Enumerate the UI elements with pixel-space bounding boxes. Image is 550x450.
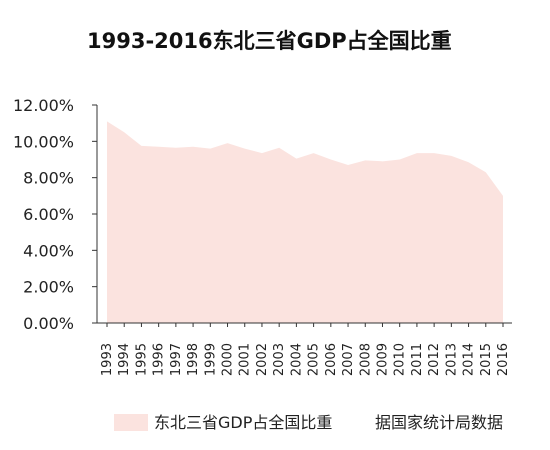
y-tick-label: 6.00% (23, 205, 74, 224)
x-tick-label: 2009 (375, 343, 390, 376)
x-tick-label: 2005 (307, 343, 322, 376)
y-axis-ticks: 0.00% 2.00% 4.00% 6.00% 8.00% 10.00% 12.00% (13, 96, 97, 333)
y-tick-label: 2.00% (23, 278, 74, 297)
x-tick-label: 2001 (238, 343, 253, 376)
y-tick-label: 8.00% (23, 169, 74, 188)
x-tick-label: 2010 (393, 343, 408, 376)
x-tick-label: 1995 (134, 343, 149, 376)
x-tick-label: 2004 (289, 343, 304, 376)
x-tick-label: 2011 (410, 343, 425, 376)
x-tick-label: 2014 (462, 343, 477, 376)
x-tick-label: 2013 (444, 343, 459, 376)
x-tick-label: 2008 (358, 343, 373, 376)
y-tick-label: 4.00% (23, 241, 74, 260)
x-tick-label: 1997 (169, 343, 184, 376)
x-axis-ticks: 1993 1994 1995 1996 1997 1998 1999 2000 2001 2002… (100, 323, 511, 376)
y-tick-label: 12.00% (13, 96, 74, 115)
x-tick-label: 2015 (479, 343, 494, 376)
x-tick-label: 1998 (186, 343, 201, 376)
series-area-fill (107, 121, 503, 323)
legend-label: 东北三省GDP占全国比重 (154, 413, 332, 432)
y-tick-label: 10.00% (13, 132, 74, 151)
x-tick-label: 2007 (341, 343, 356, 376)
chart-title: 1993-2016东北三省GDP占全国比重 (87, 29, 452, 53)
source-note: 据国家统计局数据 (375, 413, 503, 432)
y-tick-label: 0.00% (23, 314, 74, 333)
x-tick-label: 2012 (427, 343, 442, 376)
x-tick-label: 2002 (255, 343, 270, 376)
x-tick-label: 1993 (100, 343, 115, 376)
x-tick-label: 2000 (221, 343, 236, 376)
x-tick-label: 2016 (496, 343, 511, 376)
x-tick-label: 1994 (117, 343, 132, 376)
legend-swatch (114, 414, 148, 431)
x-tick-label: 1999 (203, 343, 218, 376)
x-tick-label: 2003 (272, 343, 287, 376)
x-tick-label: 1996 (152, 343, 167, 376)
x-tick-label: 2006 (324, 343, 339, 376)
